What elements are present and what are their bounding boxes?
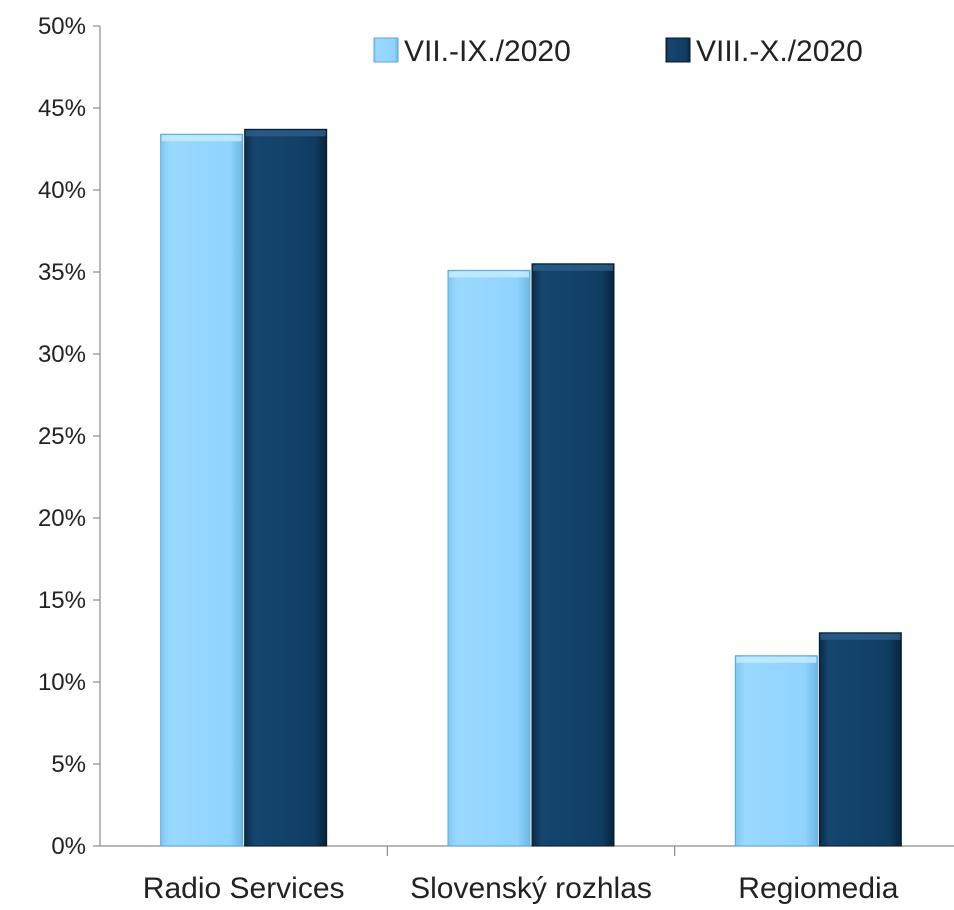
bar-top-bevel <box>533 264 613 271</box>
legend-label: VIII.-X./2020 <box>696 35 863 68</box>
bar-top-bevel <box>820 633 901 640</box>
y-tick-label: 50% <box>38 13 86 40</box>
bar <box>160 133 244 847</box>
x-category-label: Regiomedia <box>738 872 898 905</box>
x-category-label: Slovenský rozhlas <box>410 872 652 905</box>
y-tick-label: 40% <box>38 177 86 204</box>
y-tick-label: 15% <box>38 587 86 614</box>
y-tick-label: 25% <box>38 423 86 450</box>
y-tick-label: 10% <box>38 669 86 696</box>
y-tick-label: 45% <box>38 95 86 122</box>
y-tick-label: 20% <box>38 505 86 532</box>
bar-top-bevel <box>245 130 326 137</box>
bar-body <box>818 632 902 847</box>
bar-body <box>244 128 328 847</box>
bar <box>818 632 902 847</box>
bar-top-bevel <box>161 135 242 142</box>
axes: 0% 5% 10% 15% 20% 25% 30% 35% 40% 45% 50% Radio Ser… <box>38 13 954 905</box>
y-tick-label: 5% <box>51 751 86 778</box>
x-category-label: Radio Services <box>143 872 345 905</box>
y-tick-label: 0% <box>51 833 86 860</box>
bar-top-bevel <box>449 271 529 278</box>
y-tick-label: 35% <box>38 259 86 286</box>
y-tick-label: 30% <box>38 341 86 368</box>
bar <box>244 128 328 847</box>
bar-body <box>531 263 615 847</box>
bar <box>447 269 531 847</box>
bar-body <box>734 655 818 847</box>
bars <box>160 128 902 847</box>
legend-swatch <box>665 37 691 63</box>
legend: VII.-IX./2020 VIII.-X./2020 <box>373 35 863 68</box>
bar <box>531 263 615 847</box>
legend-swatch <box>373 37 399 63</box>
legend-label: VII.-IX./2020 <box>404 35 571 68</box>
bar-top-bevel <box>736 656 817 663</box>
bar-body <box>447 269 531 847</box>
bar <box>734 655 818 847</box>
bar-body <box>160 133 244 847</box>
